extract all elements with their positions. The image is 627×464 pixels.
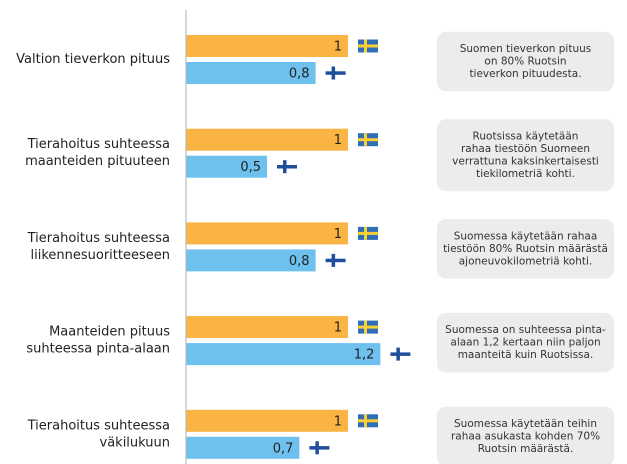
value-label: 1 <box>334 414 342 429</box>
annotation-text: rahaa asukasta kohden 70% <box>451 430 600 442</box>
category-label: Maanteiden pituus <box>49 325 170 340</box>
category-label: väkilukuun <box>100 435 171 450</box>
annotation-text: tieverkon pituudesta. <box>469 68 581 80</box>
bar <box>186 222 348 245</box>
value-label: 1 <box>334 321 342 336</box>
bar <box>186 155 267 178</box>
value-label: 0,7 <box>273 441 294 456</box>
annotation-text: alaan 1,2 kertaan niin paljon <box>450 337 600 349</box>
value-label: 1 <box>334 40 342 55</box>
annotation-text: Suomessa käytetään teihin <box>454 418 597 430</box>
annotation-box <box>437 31 614 92</box>
value-label: 1,2 <box>354 348 375 363</box>
annotation-text: Suomessa käytetään rahaa <box>454 230 598 242</box>
annotation-text: tiestöön 80% Ruotsin määrästä <box>443 243 608 255</box>
annotation-text: ajoneuvokilometriä kohti. <box>459 255 593 267</box>
flag-cross <box>390 352 411 356</box>
annotation-text: Ruotsissa käytetään <box>473 130 579 142</box>
category-label: Tierahoitus suhteessa <box>27 137 170 152</box>
category-label: suhteessa pinta-alaan <box>26 342 170 357</box>
value-label: 0,5 <box>240 160 261 175</box>
annotation-box <box>437 312 614 373</box>
annotation-text: verrattuna kaksinkertaisesti <box>452 155 599 167</box>
annotation-text: Ruotsin määrästä. <box>478 443 574 455</box>
value-label: 0,8 <box>289 254 310 269</box>
flag-cross <box>309 446 330 450</box>
bar <box>186 128 348 151</box>
bar <box>186 249 316 272</box>
category-label: maanteiden pituuteen <box>25 154 170 169</box>
flag-cross <box>325 258 346 263</box>
value-label: 1 <box>334 227 342 242</box>
flag-cross <box>358 44 378 48</box>
annotation-text: maanteitä kuin Ruotsissa. <box>458 349 594 361</box>
flag-cross <box>358 231 378 235</box>
bar <box>186 35 348 57</box>
annotation-box <box>437 219 614 279</box>
category-label: Valtion tieverkon pituus <box>16 52 170 67</box>
flag-cross <box>325 71 346 75</box>
flag-cross <box>358 419 378 423</box>
bar <box>186 343 381 366</box>
flag-cross <box>358 325 378 329</box>
value-label: 0,8 <box>289 67 310 82</box>
bar <box>186 316 348 339</box>
flag-cross <box>277 165 297 169</box>
annotation-text: rahaa tiestöön Suomeen <box>461 143 590 155</box>
value-label: 1 <box>334 133 342 148</box>
category-label: Tierahoitus suhteessa <box>27 418 170 433</box>
annotation-box <box>437 119 614 192</box>
flag-cross <box>358 138 378 142</box>
category-label: liikennesuoritteeseen <box>31 248 171 263</box>
bar <box>186 436 300 459</box>
annotation-text: Suomen tieverkon pituus <box>460 43 592 55</box>
annotation-text: Suomessa on suhteessa pinta- <box>445 324 606 336</box>
bar <box>186 409 348 432</box>
annotation-box <box>437 406 614 464</box>
category-label: Tierahoitus suhteessa <box>27 231 170 246</box>
annotation-text: on 80% Ruotsin <box>484 56 566 68</box>
annotation-text: tiekilometriä kohti. <box>476 168 575 180</box>
bar <box>186 62 316 84</box>
